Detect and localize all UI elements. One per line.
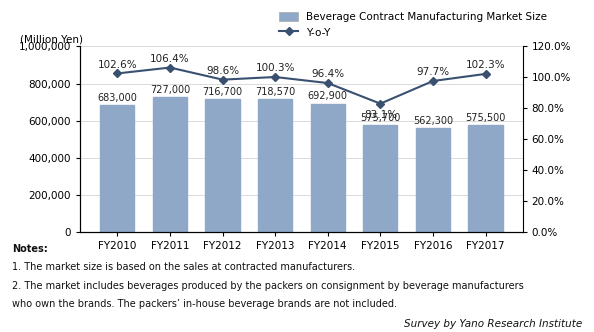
Text: Survey by Yano Research Institute: Survey by Yano Research Institute	[404, 319, 582, 329]
Text: 102.6%: 102.6%	[97, 59, 137, 70]
Text: 106.4%: 106.4%	[150, 54, 190, 64]
Text: 102.3%: 102.3%	[466, 60, 505, 70]
Text: 96.4%: 96.4%	[311, 69, 345, 79]
Bar	[311, 104, 345, 232]
Text: 1. The market size is based on the sales at contracted manufacturers.: 1. The market size is based on the sales…	[12, 262, 355, 272]
Bar	[416, 128, 450, 232]
Bar	[100, 106, 134, 232]
Text: 683,000: 683,000	[97, 93, 137, 103]
Text: who own the brands. The packers’ in-house beverage brands are not included.: who own the brands. The packers’ in-hous…	[12, 299, 397, 309]
Text: 718,570: 718,570	[255, 87, 295, 97]
Text: 692,900: 692,900	[308, 91, 347, 101]
Text: Notes:: Notes:	[12, 244, 48, 254]
Text: 562,300: 562,300	[413, 116, 453, 125]
Text: 716,700: 716,700	[203, 87, 242, 97]
Bar	[258, 99, 292, 232]
Text: (Million Yen): (Million Yen)	[20, 35, 83, 44]
Bar	[153, 97, 187, 232]
Legend: Beverage Contract Manufacturing Market Size, Y-o-Y: Beverage Contract Manufacturing Market S…	[279, 12, 547, 38]
Text: 727,000: 727,000	[150, 85, 190, 95]
Bar	[469, 125, 503, 232]
Text: 97.7%: 97.7%	[416, 67, 450, 77]
Text: 2. The market includes beverages produced by the packers on consignment by bever: 2. The market includes beverages produce…	[12, 281, 524, 290]
Text: 575,500: 575,500	[465, 113, 505, 123]
Bar	[206, 99, 239, 232]
Text: 100.3%: 100.3%	[255, 63, 295, 73]
Text: 575,700: 575,700	[360, 113, 400, 123]
Text: 98.6%: 98.6%	[206, 66, 239, 76]
Bar	[364, 125, 397, 232]
Text: 83.1%: 83.1%	[364, 110, 397, 120]
